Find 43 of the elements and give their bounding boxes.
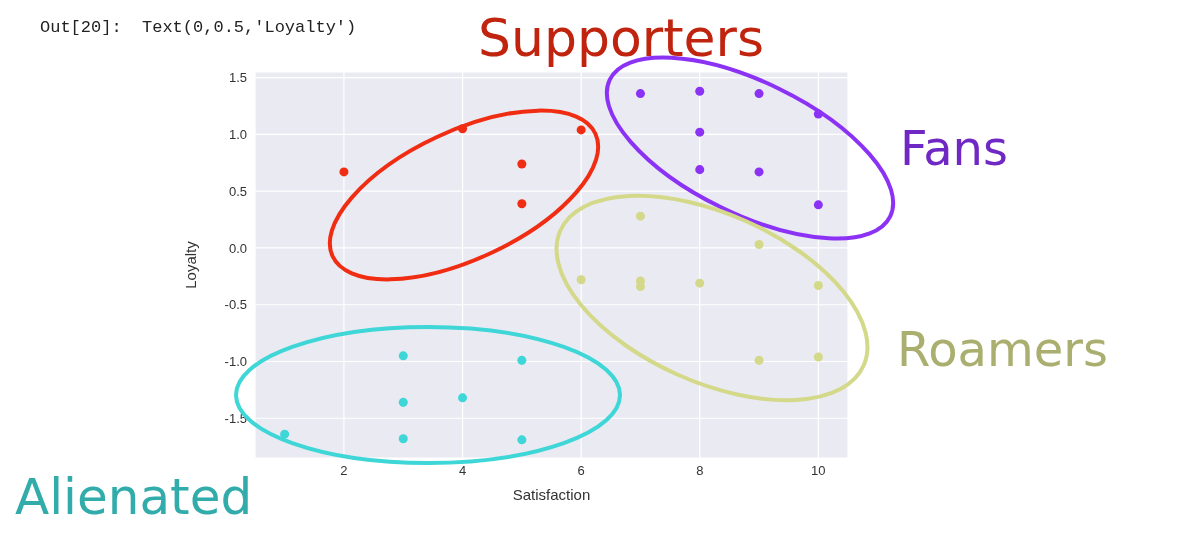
y-tick-label: 1.0 <box>228 127 247 143</box>
point <box>339 167 349 177</box>
point <box>517 435 527 445</box>
point <box>754 89 764 99</box>
point <box>458 393 468 403</box>
y-tick-label: -0.5 <box>224 297 247 313</box>
point <box>398 351 408 361</box>
point <box>754 240 764 250</box>
x-tick-label: 4 <box>458 463 467 479</box>
point <box>635 211 645 221</box>
point <box>280 429 290 439</box>
point <box>695 165 705 175</box>
point <box>813 200 823 210</box>
y-tick-label: 0.0 <box>228 240 247 256</box>
y-tick-label: 1.5 <box>228 70 247 86</box>
point <box>695 278 705 288</box>
point <box>398 397 408 407</box>
point <box>695 127 705 137</box>
y-tick-label: 0.5 <box>228 183 247 199</box>
point <box>754 355 764 365</box>
point <box>398 434 408 444</box>
series-label: Supporters <box>478 8 765 68</box>
x-tick-label: 10 <box>811 463 826 479</box>
point <box>813 280 823 290</box>
x-axis-title: Satisfaction <box>512 486 591 503</box>
series-label: Alienated <box>15 468 253 526</box>
series-label: Roamers <box>897 321 1109 377</box>
point <box>576 275 586 285</box>
x-tick-label: 6 <box>577 463 585 479</box>
point <box>754 167 764 177</box>
point <box>576 125 586 135</box>
series-label: Fans <box>900 120 1009 176</box>
point <box>517 355 527 365</box>
x-tick-label: 2 <box>340 463 348 479</box>
point <box>635 89 645 99</box>
y-axis-title: Loyalty <box>182 240 200 289</box>
point <box>517 159 527 169</box>
y-tick-label: -1.0 <box>224 354 247 370</box>
text: Out[20]: Text(0,0.5,'Loyalty') <box>40 18 357 37</box>
point <box>517 199 527 209</box>
x-tick-label: 8 <box>696 463 704 479</box>
point <box>813 352 823 362</box>
point <box>695 86 705 96</box>
